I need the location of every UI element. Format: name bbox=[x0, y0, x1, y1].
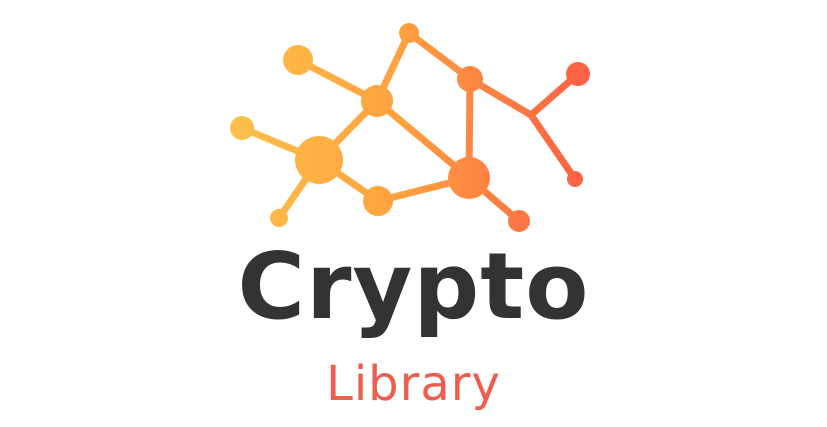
network-nodes bbox=[230, 23, 590, 232]
network-graph-icon bbox=[230, 23, 590, 232]
logo-title: Crypto bbox=[237, 233, 590, 340]
logo-subtitle: Library bbox=[326, 356, 501, 412]
